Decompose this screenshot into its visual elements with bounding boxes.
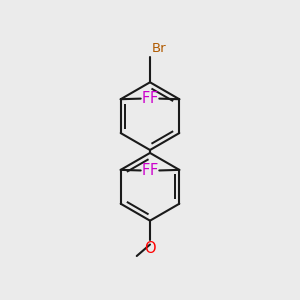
Text: F: F: [150, 163, 158, 178]
Text: F: F: [150, 91, 158, 106]
Text: Br: Br: [152, 42, 166, 55]
Text: O: O: [144, 241, 156, 256]
Text: F: F: [142, 91, 150, 106]
Text: F: F: [142, 163, 150, 178]
